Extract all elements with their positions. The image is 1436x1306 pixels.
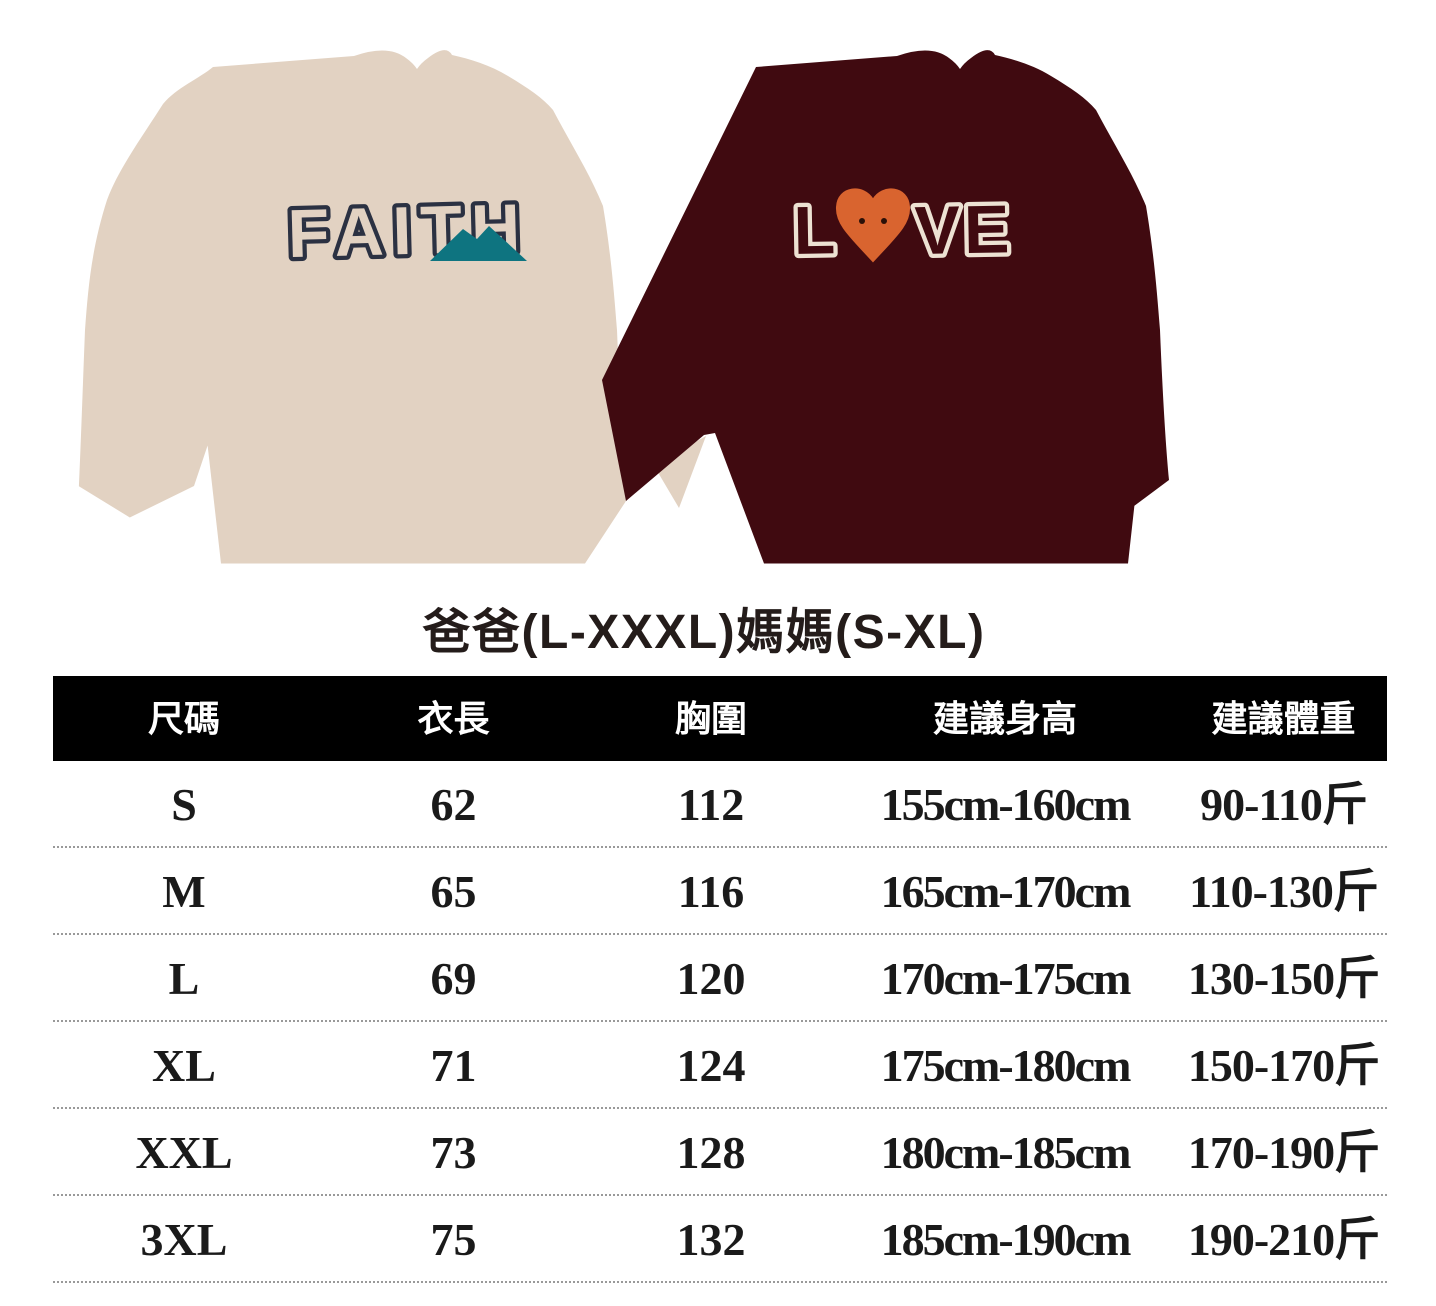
svg-text:L: L [793, 192, 836, 269]
svg-text:VE: VE [914, 191, 1014, 269]
